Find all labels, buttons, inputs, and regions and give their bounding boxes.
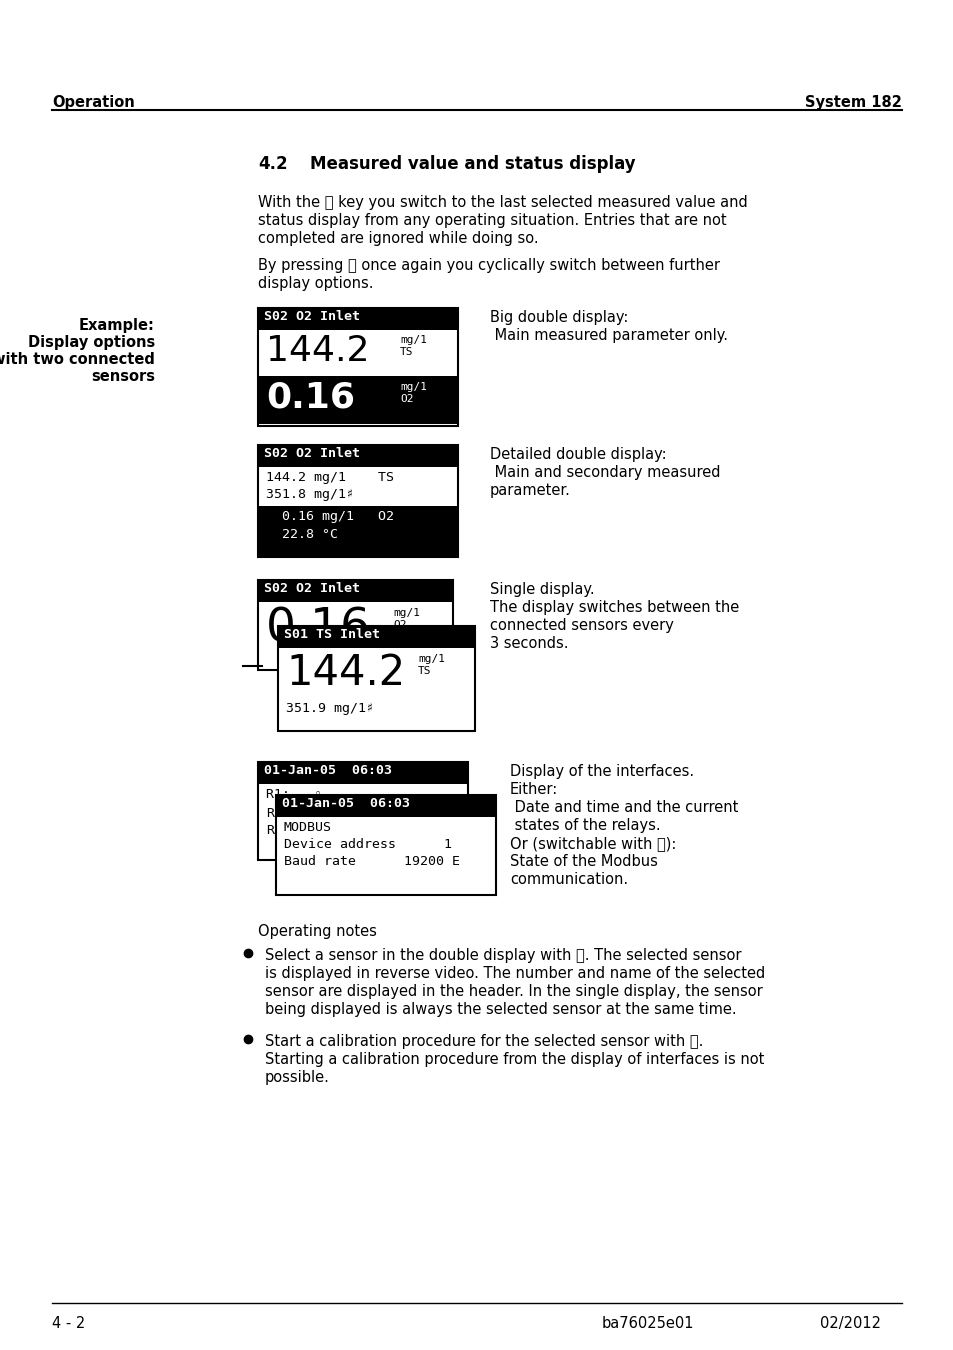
Text: MODBUS: MODBUS: [284, 821, 332, 834]
Bar: [257, 506, 457, 556]
Text: Start a calibration procedure for the selected sensor with Ⓒ.: Start a calibration procedure for the se…: [265, 1034, 702, 1049]
Text: 01-Jan-05  06:03: 01-Jan-05 06:03: [282, 796, 410, 810]
Text: Date and time and the current: Date and time and the current: [510, 801, 738, 815]
Text: states of the relays.: states of the relays.: [510, 818, 659, 833]
Text: System 182: System 182: [804, 95, 901, 109]
Text: Device address      1: Device address 1: [284, 838, 452, 850]
Bar: [277, 626, 475, 730]
Text: status display from any operating situation. Entries that are not: status display from any operating situat…: [257, 213, 726, 228]
Bar: [257, 377, 457, 424]
Text: Starting a calibration procedure from the display of interfaces is not: Starting a calibration procedure from th…: [265, 1052, 763, 1066]
Text: 144.2: 144.2: [286, 652, 405, 694]
Text: S02 O2 Inlet: S02 O2 Inlet: [264, 310, 359, 323]
Bar: [257, 308, 457, 329]
Text: Main and secondary measured: Main and secondary measured: [490, 464, 720, 481]
Text: with two connected: with two connected: [0, 352, 154, 367]
Text: TS: TS: [399, 347, 413, 356]
Text: 4 - 2: 4 - 2: [52, 1316, 85, 1331]
Bar: [275, 795, 496, 817]
Bar: [257, 446, 457, 558]
Text: Display options: Display options: [28, 335, 154, 350]
Text: sensors: sensors: [91, 369, 154, 383]
Bar: [257, 446, 457, 467]
Text: Operation: Operation: [52, 95, 134, 109]
Text: Example:: Example:: [79, 319, 154, 333]
Text: S02 O2 Inlet: S02 O2 Inlet: [264, 447, 359, 460]
Bar: [257, 580, 453, 602]
Text: parameter.: parameter.: [490, 483, 570, 498]
Bar: [257, 580, 453, 670]
Text: Operating notes: Operating notes: [257, 923, 376, 940]
Text: 351.8 mg/1♯: 351.8 mg/1♯: [266, 487, 354, 501]
Text: TS: TS: [417, 666, 431, 676]
Text: R2: R2: [266, 807, 282, 819]
Text: 144.2 mg/1    TS: 144.2 mg/1 TS: [266, 471, 394, 485]
Text: being displayed is always the selected sensor at the same time.: being displayed is always the selected s…: [265, 1002, 736, 1017]
Text: 01-Jan-05  06:03: 01-Jan-05 06:03: [264, 764, 392, 778]
Text: mg/1: mg/1: [399, 335, 427, 346]
Text: Or (switchable with ⓺):: Or (switchable with ⓺):: [510, 836, 676, 850]
Text: S02 O2 Inlet: S02 O2 Inlet: [264, 582, 359, 595]
Text: R1:  ―◦: R1: ―◦: [266, 788, 322, 801]
Text: possible.: possible.: [265, 1071, 330, 1085]
Text: connected sensors every: connected sensors every: [490, 618, 673, 633]
Text: communication.: communication.: [510, 872, 627, 887]
Text: 4.2: 4.2: [257, 155, 287, 173]
Text: Single display.: Single display.: [490, 582, 594, 597]
Text: 22.8 °C: 22.8 °C: [266, 528, 337, 541]
Text: display options.: display options.: [257, 275, 374, 292]
Text: 0.16: 0.16: [266, 606, 371, 651]
Text: 0.16: 0.16: [266, 379, 355, 414]
Text: Main measured parameter only.: Main measured parameter only.: [490, 328, 727, 343]
Text: O2: O2: [399, 394, 413, 404]
Text: 02/2012: 02/2012: [820, 1316, 880, 1331]
Text: ba76025e01: ba76025e01: [601, 1316, 694, 1331]
Bar: [257, 761, 468, 860]
Text: sensor are displayed in the header. In the single display, the sensor: sensor are displayed in the header. In t…: [265, 984, 762, 999]
Text: R3: R3: [266, 824, 282, 837]
Text: Detailed double display:: Detailed double display:: [490, 447, 666, 462]
Text: Measured value and status display: Measured value and status display: [310, 155, 635, 173]
Text: The display switches between the: The display switches between the: [490, 599, 739, 616]
Text: is displayed in reverse video. The number and name of the selected: is displayed in reverse video. The numbe…: [265, 967, 764, 981]
Text: With the ⓜ key you switch to the last selected measured value and: With the ⓜ key you switch to the last se…: [257, 194, 747, 211]
Text: Baud rate      19200 E: Baud rate 19200 E: [284, 855, 459, 868]
Text: O2: O2: [393, 620, 406, 630]
Text: Display of the interfaces.: Display of the interfaces.: [510, 764, 694, 779]
Text: Select a sensor in the double display with ⓺. The selected sensor: Select a sensor in the double display wi…: [265, 948, 740, 963]
Bar: [257, 761, 468, 784]
Text: S01 TS Inlet: S01 TS Inlet: [284, 628, 379, 641]
Bar: [275, 795, 496, 895]
Text: mg/1: mg/1: [393, 608, 419, 618]
Text: mg/1: mg/1: [399, 382, 427, 391]
Text: Either:: Either:: [510, 782, 558, 796]
Text: 0.16 mg/1   O2: 0.16 mg/1 O2: [266, 510, 394, 522]
Bar: [257, 308, 457, 427]
Text: mg/1: mg/1: [417, 653, 444, 664]
Bar: [277, 626, 475, 648]
Text: 144.2: 144.2: [266, 333, 369, 369]
Text: State of the Modbus: State of the Modbus: [510, 855, 658, 869]
Text: Big double display:: Big double display:: [490, 310, 628, 325]
Text: By pressing ⓜ once again you cyclically switch between further: By pressing ⓜ once again you cyclically …: [257, 258, 720, 273]
Text: 3 seconds.: 3 seconds.: [490, 636, 568, 651]
Text: 351.9 mg/1♯: 351.9 mg/1♯: [286, 702, 374, 716]
Text: completed are ignored while doing so.: completed are ignored while doing so.: [257, 231, 538, 246]
